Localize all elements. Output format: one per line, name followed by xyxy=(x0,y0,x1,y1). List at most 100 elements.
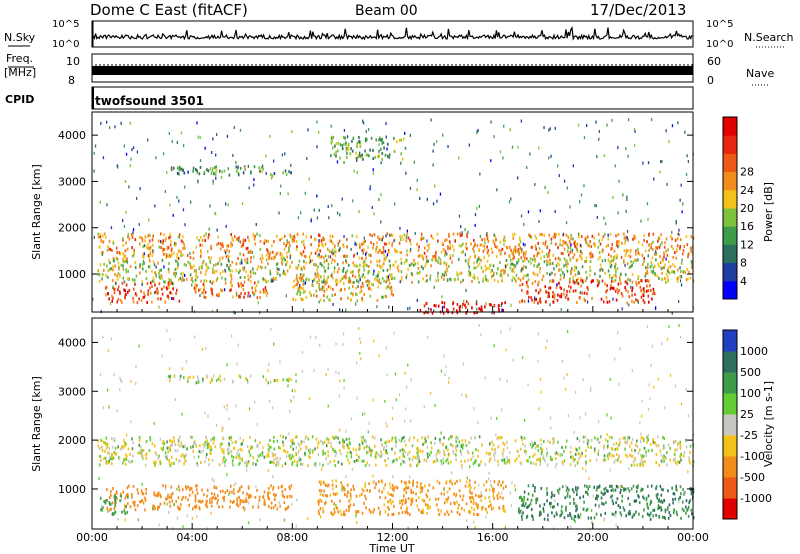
velocity-cell xyxy=(647,484,649,488)
power-cell xyxy=(334,250,336,254)
velocity-cell xyxy=(611,484,613,488)
power-cell xyxy=(291,260,293,264)
velocity-cell xyxy=(454,481,456,485)
power-cell xyxy=(361,299,364,303)
power-cell xyxy=(226,263,228,267)
velocity-cell xyxy=(497,435,500,439)
power-cell xyxy=(558,268,560,272)
velocity-cell xyxy=(572,497,575,501)
velocity-cell xyxy=(272,461,275,465)
power-cell xyxy=(315,263,317,267)
velocity-cell xyxy=(586,490,588,494)
power-cell xyxy=(427,243,429,247)
power-cell xyxy=(486,231,488,235)
velocity-cell xyxy=(410,488,412,492)
power-cell xyxy=(178,278,180,282)
power-cell xyxy=(183,171,186,175)
power-cell xyxy=(217,262,219,266)
power-cell xyxy=(485,278,487,281)
power-cell xyxy=(249,271,252,275)
velocity-cell xyxy=(283,501,286,505)
velocity-cell xyxy=(401,436,403,440)
power-cell xyxy=(393,248,396,252)
velocity-cell xyxy=(121,445,123,448)
power-cell xyxy=(113,287,115,291)
velocity-cell xyxy=(598,485,600,489)
power-cell xyxy=(362,119,364,123)
power-cell xyxy=(456,232,459,236)
velocity-cell xyxy=(238,452,241,456)
power-cell xyxy=(488,254,490,258)
power-cell xyxy=(378,280,380,284)
power-cell xyxy=(194,283,196,287)
power-cell xyxy=(321,280,323,284)
power-cell xyxy=(311,258,314,262)
power-cell xyxy=(556,298,559,302)
power-cell xyxy=(498,307,500,311)
velocity-cell xyxy=(355,510,357,514)
station-title: Dome C East (fitACF) xyxy=(90,1,248,19)
velocity-cell xyxy=(364,485,366,489)
power-cell xyxy=(299,293,301,296)
power-cell xyxy=(559,258,561,262)
power-cell xyxy=(379,136,381,140)
power-cell xyxy=(634,129,636,133)
power-cell xyxy=(340,278,343,282)
velocity-cell xyxy=(627,435,629,439)
velocity-cell xyxy=(585,462,587,466)
velocity-cell xyxy=(231,461,234,465)
velocity-cell xyxy=(170,455,173,459)
velocity-cell xyxy=(313,463,316,467)
power-cell xyxy=(503,235,506,239)
power-cell xyxy=(147,138,149,142)
power-cell xyxy=(242,242,244,246)
velocity-cell xyxy=(530,461,532,465)
power-cell xyxy=(419,196,421,200)
velocity-cell xyxy=(332,447,334,451)
power-cell xyxy=(466,235,468,239)
power-cell xyxy=(616,253,618,257)
power-cell xyxy=(170,168,173,172)
power-cell xyxy=(305,295,308,299)
velocity-cell xyxy=(637,484,639,488)
power-cell xyxy=(376,245,378,249)
velocity-cell xyxy=(331,483,334,487)
power-cell xyxy=(381,141,384,145)
power-cell xyxy=(374,278,376,281)
power-cell xyxy=(658,237,661,241)
power-cell xyxy=(614,267,616,271)
velocity-cell xyxy=(184,458,187,462)
power-cell xyxy=(157,291,159,295)
power-cell xyxy=(557,256,560,260)
power-cell xyxy=(339,279,341,283)
velocity-cell xyxy=(690,492,693,496)
power-cell xyxy=(400,275,403,279)
power-cell xyxy=(176,171,179,175)
power-cell xyxy=(543,126,545,129)
velocity-cell xyxy=(470,486,472,490)
power-cell xyxy=(365,153,368,157)
velocity-cell xyxy=(496,494,499,498)
velocity-cell xyxy=(217,377,220,381)
power-cell xyxy=(543,255,545,259)
power-cell xyxy=(574,244,576,248)
velocity-cell xyxy=(522,501,525,505)
velocity-cell xyxy=(259,453,261,457)
power-cell xyxy=(334,246,336,250)
velocity-cell xyxy=(616,453,618,457)
power-cell xyxy=(109,126,111,130)
velocity-cell xyxy=(139,500,141,504)
power-cell xyxy=(569,246,572,250)
velocity-cell xyxy=(552,441,555,445)
velocity-cell xyxy=(471,491,473,495)
power-cell xyxy=(544,285,547,289)
power-cell xyxy=(120,298,122,302)
power-cell xyxy=(230,233,232,236)
power-cell xyxy=(204,239,206,242)
power-cell xyxy=(426,197,428,201)
power-cell xyxy=(302,287,304,291)
velocity-cell xyxy=(574,504,577,507)
power-cell xyxy=(435,304,437,308)
velocity-cell xyxy=(530,498,533,502)
velocity-cell xyxy=(268,445,271,449)
